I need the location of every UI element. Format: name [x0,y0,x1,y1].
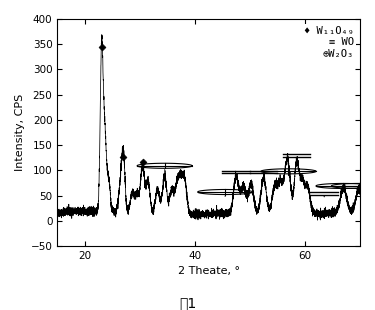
Text: 图1: 图1 [179,296,196,310]
Text: ♦ W₁₁O₄₉
≡ WO
⊕W₂O₃: ♦ W₁₁O₄₉ ≡ WO ⊕W₂O₃ [304,26,354,59]
X-axis label: 2 Theate, °: 2 Theate, ° [178,266,240,277]
Y-axis label: Intensity, CPS: Intensity, CPS [15,94,25,171]
